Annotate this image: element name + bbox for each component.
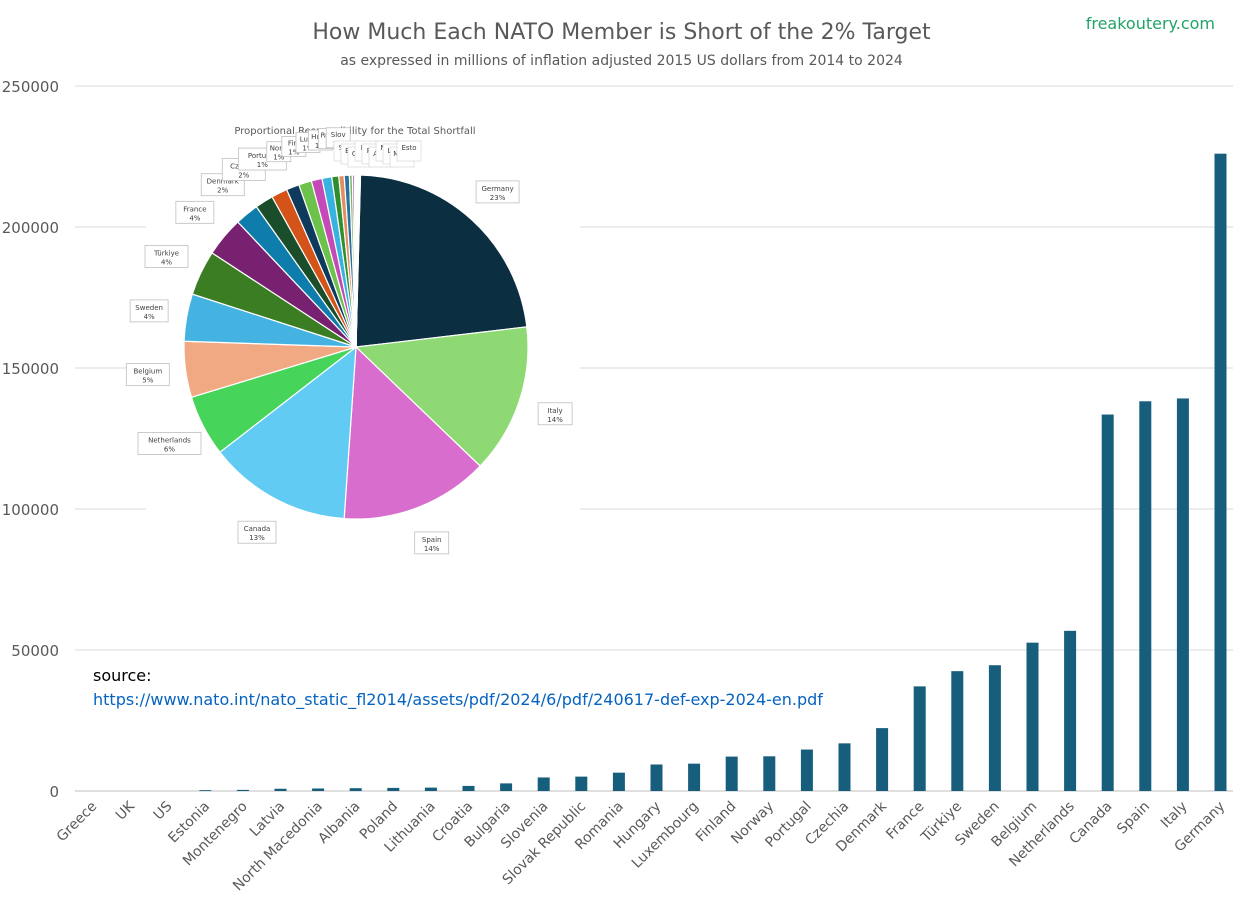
pie-label-name: France [183, 205, 206, 213]
pie-slice [354, 326, 529, 467]
bar [913, 686, 926, 791]
pie-label-percent: 23% [490, 194, 506, 202]
pie-slice [355, 174, 362, 348]
bar [462, 785, 475, 791]
y-tick-label: 150000 [2, 360, 59, 378]
pie-slice [355, 174, 528, 348]
pie-label-box [237, 520, 277, 544]
bar [312, 788, 325, 791]
pie-label-name: Netherlands [148, 436, 191, 444]
pie-label-name: Türkiye [153, 249, 179, 257]
bar [725, 756, 738, 791]
pie-label-box [125, 363, 170, 386]
pie-label-name: Canada [244, 525, 271, 533]
bar [951, 671, 964, 791]
bar [800, 749, 813, 791]
bar [1064, 630, 1077, 791]
pie-label-box [396, 140, 422, 162]
source-label: source: [93, 666, 152, 685]
pie-label-box [129, 299, 169, 323]
pie-label-percent: 4% [144, 313, 155, 321]
pie-label-name: Finl [288, 139, 300, 147]
pie-label-percent: 14% [424, 545, 440, 553]
pie-label-percent: 1% [273, 154, 284, 162]
bar [1139, 401, 1152, 791]
y-tick-label: 50000 [11, 642, 59, 660]
pie-label-percent: 2% [217, 187, 228, 195]
pie-label-box [475, 180, 520, 204]
bar [1214, 153, 1227, 791]
pie-label-percent: 13% [249, 534, 265, 542]
bar [424, 787, 437, 791]
y-tick-label: 200000 [2, 219, 59, 237]
x-tick-label: UK [113, 798, 139, 824]
pie-label-name: Portugal [248, 152, 277, 160]
pie-label-percent: 1% [257, 161, 268, 169]
bar [274, 788, 287, 791]
pie-label-percent: 5% [142, 377, 153, 385]
pie-labels: Germany23%Italy14%Spain14%Canada13%Nethe… [125, 127, 573, 555]
bar [199, 790, 212, 791]
x-tick-label: Greece [54, 799, 101, 846]
pie-slice [219, 345, 357, 520]
pie-label-name: Slov [331, 131, 346, 139]
bar [876, 728, 889, 791]
bar [575, 776, 588, 791]
bar [612, 772, 625, 791]
pie-label-percent: 4% [189, 214, 200, 222]
pie-label-name: Esto [401, 144, 416, 152]
bar [688, 763, 701, 791]
x-tick-label: Albania [315, 799, 363, 847]
pie-label-name: Belgium [133, 368, 162, 376]
pie-label-percent: 6% [164, 445, 175, 453]
pie-label-name: Norw [270, 145, 288, 153]
pie-label-name: Spain [422, 536, 442, 544]
pie-label-name: Sweden [135, 304, 163, 312]
pie-label-box [144, 245, 189, 268]
pie-label-box [175, 200, 215, 224]
source-link[interactable]: https://www.nato.int/nato_static_fl2014/… [93, 690, 823, 709]
brand-watermark: freakoutery.com [1085, 14, 1215, 33]
bar [387, 787, 400, 791]
x-tick-label: US [151, 798, 176, 823]
bar [1176, 398, 1189, 791]
pie-label-box [137, 432, 202, 455]
pie-label-percent: 1% [288, 148, 299, 156]
pie-chart: Proportional Responsibility for the Tota… [125, 113, 580, 555]
pie-slices [183, 174, 529, 520]
bar [349, 788, 362, 791]
pie-title: Proportional Responsibility for the Tota… [234, 126, 475, 137]
bar [763, 756, 776, 791]
bar [500, 783, 513, 791]
bar [236, 789, 249, 791]
pie-label-name: Italy [548, 407, 563, 415]
bar [650, 764, 663, 791]
bar [537, 777, 550, 791]
pie-label-percent: 4% [161, 258, 172, 266]
pie-label-box [414, 531, 450, 555]
chart-subtitle: as expressed in millions of inflation ad… [340, 53, 903, 69]
y-tick-label: 0 [49, 783, 59, 801]
bar [1026, 642, 1039, 791]
x-tick-label: Spain [1114, 799, 1153, 838]
bars [199, 153, 1227, 791]
pie-label-box [537, 402, 573, 426]
pie-label-name: Germany [481, 185, 513, 193]
y-tick-label: 250000 [2, 78, 59, 96]
bar [1101, 414, 1114, 791]
chart-title: How Much Each NATO Member is Short of th… [312, 20, 931, 45]
pie-label-percent: 2% [238, 171, 249, 179]
pie-label-percent: 14% [547, 416, 563, 424]
pie-slice [343, 345, 481, 520]
y-tick-label: 100000 [2, 501, 59, 519]
bar [838, 743, 851, 791]
x-tick-label: Luxembourg [629, 799, 702, 872]
bar [988, 665, 1001, 791]
pie-label-name: Denmark [207, 178, 240, 186]
x-tick-label: Italy [1158, 799, 1191, 832]
